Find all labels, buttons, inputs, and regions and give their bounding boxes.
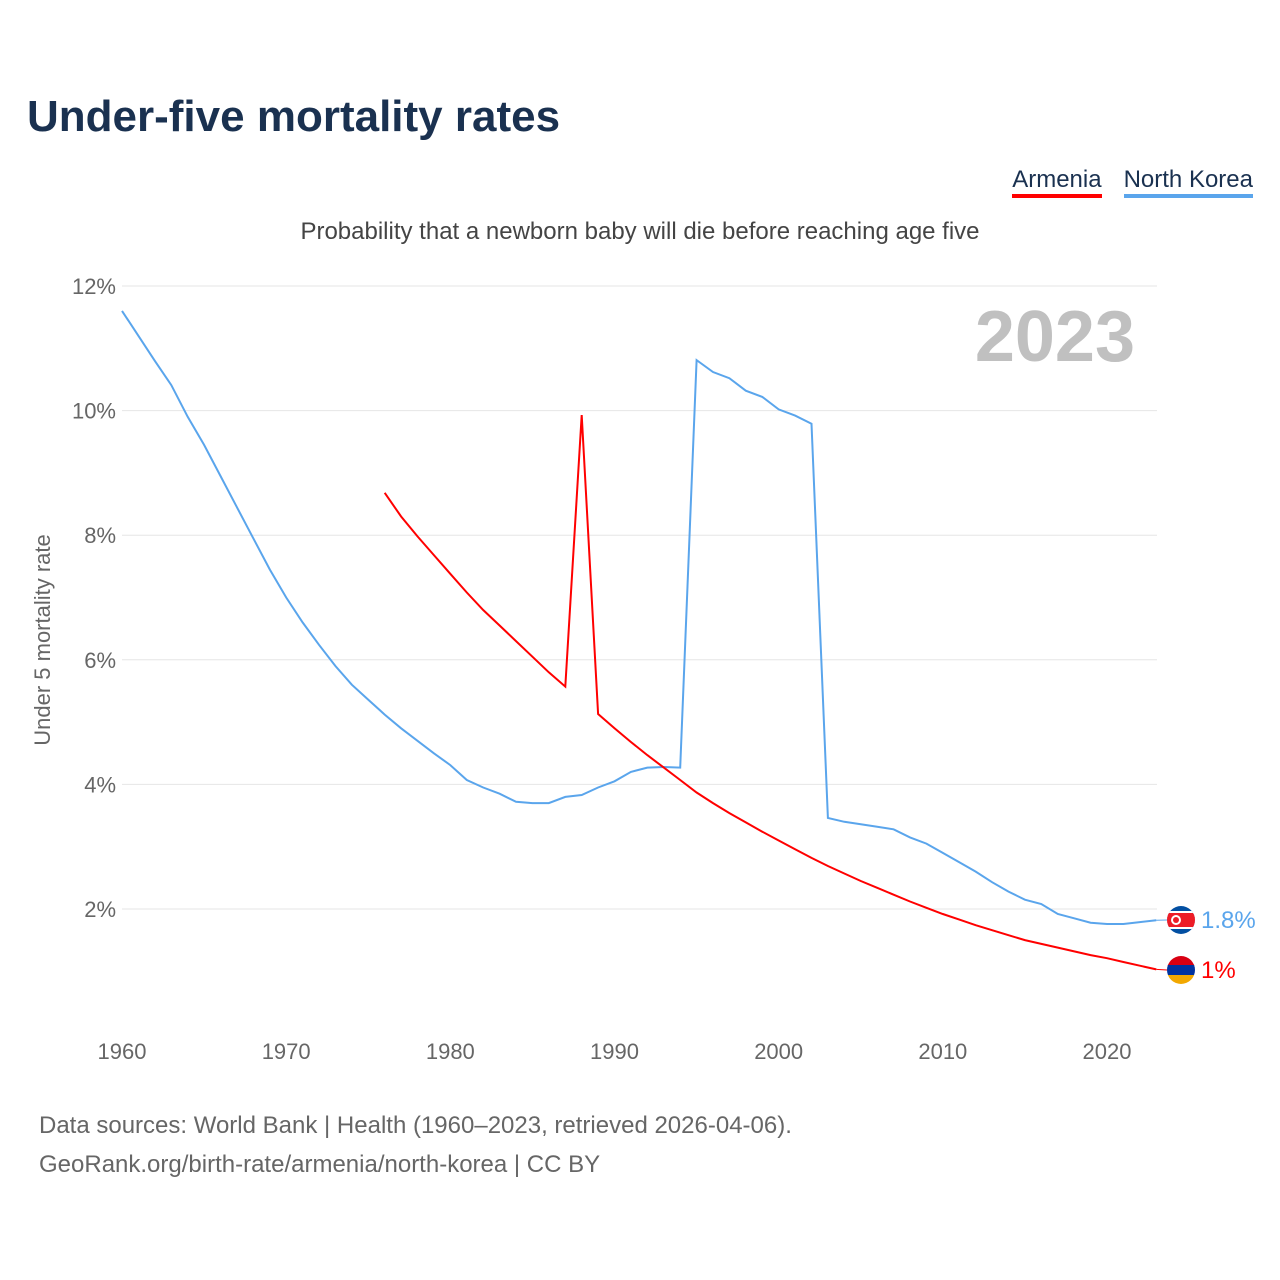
x-tick-label: 1980: [426, 1039, 475, 1064]
y-tick-label: 2%: [84, 897, 116, 922]
y-tick-label: 8%: [84, 523, 116, 548]
x-tick-label: 2020: [1083, 1039, 1132, 1064]
footer-link[interactable]: GeoRank.org/birth-rate/armenia/north-kor…: [39, 1151, 601, 1178]
year-label: 2023: [975, 297, 1135, 377]
legend: Armenia North Korea: [1012, 166, 1253, 198]
y-axis-label: Under 5 mortality rate: [30, 534, 55, 746]
x-tick-label: 1970: [262, 1039, 311, 1064]
legend-north-korea[interactable]: North Korea: [1123, 166, 1253, 198]
x-tick-label: 1960: [98, 1039, 147, 1064]
y-tick-label: 6%: [84, 648, 116, 673]
x-tick-label: 2010: [918, 1039, 967, 1064]
y-tick-label: 10%: [72, 399, 116, 424]
armenia-flag-icon: [1167, 956, 1195, 984]
series-line-north-korea[interactable]: [121, 310, 1157, 925]
x-tick-label: 2000: [754, 1039, 803, 1064]
end-value-label: 1%: [1201, 957, 1236, 984]
y-tick-label: 12%: [72, 274, 116, 299]
north-korea-flag-icon: [1167, 906, 1195, 934]
chart-title: Under-five mortality rates: [27, 92, 561, 141]
footer-sources: Data sources: World Bank | Health (1960–…: [39, 1112, 792, 1139]
end-value-label: 1.8%: [1201, 907, 1256, 934]
legend-armenia[interactable]: Armenia: [1012, 166, 1102, 198]
x-tick-label: 1990: [590, 1039, 639, 1064]
y-tick-label: 4%: [84, 772, 116, 797]
chart-subtitle: Probability that a newborn baby will die…: [300, 218, 980, 245]
footer: Data sources: World Bank | Health (1960–…: [39, 1106, 792, 1184]
end-connector: [1156, 968, 1168, 971]
series-line-armenia[interactable]: [383, 414, 1157, 971]
